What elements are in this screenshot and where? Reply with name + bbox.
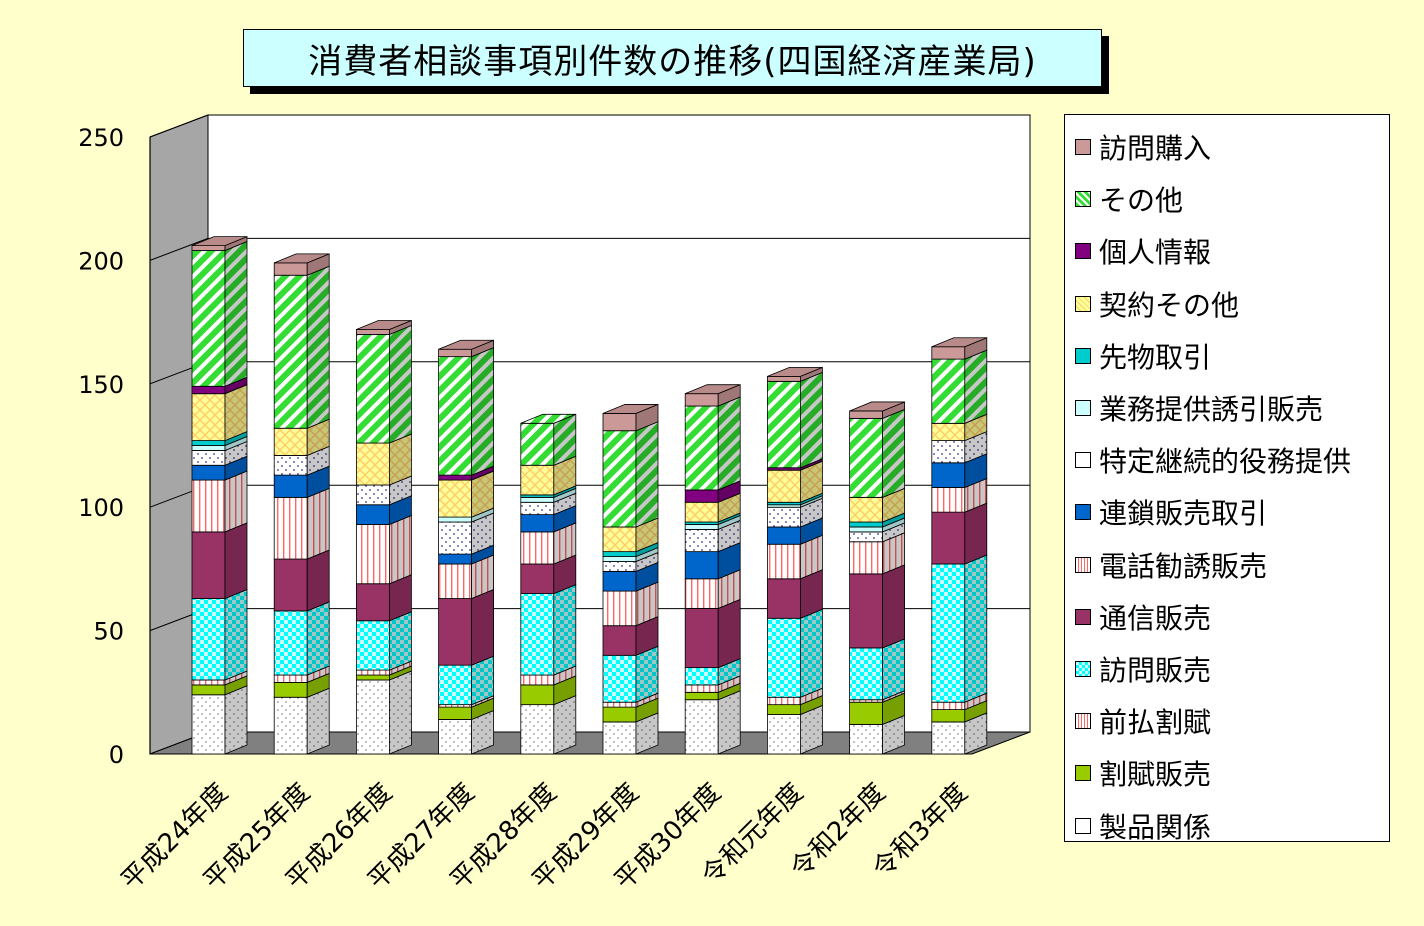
legend-item: 特定継続的役務提供 xyxy=(1065,434,1389,486)
legend-swatch xyxy=(1075,452,1091,469)
bar-segment xyxy=(273,265,330,429)
y-tick-label: 100 xyxy=(78,494,124,522)
bar-segment xyxy=(520,413,577,466)
legend-swatch xyxy=(1075,400,1091,417)
chart-title: 消費者相談事項別件数の推移(四国経済産業局) xyxy=(243,29,1102,87)
bar-segment xyxy=(273,687,330,755)
legend-label: 契約その他 xyxy=(1099,288,1240,322)
legend-label: 製品関係 xyxy=(1099,810,1212,844)
bar-segment xyxy=(273,445,330,476)
y-tick-label: 50 xyxy=(93,618,124,646)
legend-swatch xyxy=(1075,295,1091,312)
legend-swatch xyxy=(1075,713,1091,730)
bar-segment xyxy=(684,396,741,491)
legend-swatch xyxy=(1075,191,1091,208)
bar-segment xyxy=(684,598,741,669)
y-tick-label: 150 xyxy=(78,371,124,399)
legend-label: 訪問購入 xyxy=(1099,132,1212,166)
legend-label: 先物取引 xyxy=(1099,340,1212,374)
bar-segment xyxy=(191,240,248,387)
bar-segment xyxy=(931,349,988,424)
bar-segment xyxy=(931,430,988,464)
legend-item: 割賦販売 xyxy=(1065,747,1389,799)
bar-segment xyxy=(602,403,659,432)
bar-segment xyxy=(684,690,741,755)
bar-segment xyxy=(520,583,577,676)
legend-item: 製品関係 xyxy=(1065,799,1389,851)
legend-item: 連鎖販売取引 xyxy=(1065,486,1389,538)
gridline-side xyxy=(149,114,209,138)
legend-item: 通信販売 xyxy=(1065,591,1389,643)
bar-segment xyxy=(849,638,905,701)
y-tick-label: 0 xyxy=(109,741,124,769)
gridline-side xyxy=(149,237,209,261)
bar-segment xyxy=(273,487,330,560)
bar-segment xyxy=(684,542,741,580)
bar-segment xyxy=(931,554,988,703)
bar-segment xyxy=(273,253,330,276)
y-tick-label: 200 xyxy=(78,247,124,275)
bar-segment xyxy=(438,347,495,476)
legend-swatch xyxy=(1075,608,1091,625)
bar-segment xyxy=(355,433,412,486)
legend-label: その他 xyxy=(1099,184,1184,218)
bar-segment xyxy=(849,564,905,649)
legend-label: 割賦販売 xyxy=(1099,758,1212,792)
legend-swatch xyxy=(1075,765,1091,782)
bar-segment xyxy=(355,319,412,336)
bar-segment xyxy=(849,401,905,419)
legend-item: 電話勧誘販売 xyxy=(1065,539,1389,591)
bar-segment xyxy=(191,522,248,600)
legend-label: 訪問販売 xyxy=(1099,653,1212,687)
legend-label: 連鎖販売取引 xyxy=(1099,497,1268,531)
bar-segment xyxy=(191,588,248,681)
legend: 訪問購入その他個人情報契約その他先物取引業務提供誘引販売 特定継続的役務提供 連鎖販… xyxy=(1064,114,1390,844)
legend-item: 契約その他 xyxy=(1065,278,1389,330)
legend-item: 先物取引 xyxy=(1065,330,1389,382)
bar-segment xyxy=(684,384,741,407)
bar-segment xyxy=(191,685,248,755)
legend-label: 前払割賦 xyxy=(1099,706,1212,740)
bar-segment xyxy=(767,366,823,382)
bar-segment xyxy=(767,608,823,698)
bar-segment xyxy=(931,337,988,360)
legend-item: その他 xyxy=(1065,173,1389,225)
legend-item: 業務提供誘引販売 xyxy=(1065,382,1389,434)
legend-item: 訪問販売 xyxy=(1065,643,1389,695)
legend-swatch xyxy=(1075,556,1091,573)
bar-segment xyxy=(355,670,412,755)
legend-label: 業務提供誘引販売 xyxy=(1099,393,1324,427)
legend-swatch xyxy=(1075,139,1091,156)
legend-item: 個人情報 xyxy=(1065,225,1389,277)
bar-segment xyxy=(438,339,495,358)
legend-item: 前払割賦 xyxy=(1065,695,1389,747)
bar-segment xyxy=(438,588,495,666)
legend-swatch xyxy=(1075,817,1091,834)
bar-segment xyxy=(355,324,412,444)
legend-label: 通信販売 xyxy=(1099,601,1212,635)
bar-segment xyxy=(438,512,495,555)
bar-segment xyxy=(602,421,659,528)
legend-swatch xyxy=(1075,347,1091,364)
bar-segment xyxy=(191,235,248,252)
bar-segment xyxy=(849,408,905,498)
legend-swatch xyxy=(1075,243,1091,260)
legend-swatch xyxy=(1075,504,1091,521)
legend-swatch xyxy=(1075,660,1091,677)
bar-segment xyxy=(767,371,823,469)
legend-label: 特定継続的役務提供 xyxy=(1099,445,1352,479)
bar-segment xyxy=(767,534,823,580)
legend-label: 電話勧誘販売 xyxy=(1099,549,1268,583)
legend-item: 訪問購入 xyxy=(1065,121,1389,173)
y-tick-label: 250 xyxy=(78,124,124,152)
bar-segment xyxy=(520,455,577,496)
legend-label: 個人情報 xyxy=(1099,236,1212,270)
bar-segment xyxy=(273,601,330,676)
bar-segment xyxy=(355,514,412,585)
